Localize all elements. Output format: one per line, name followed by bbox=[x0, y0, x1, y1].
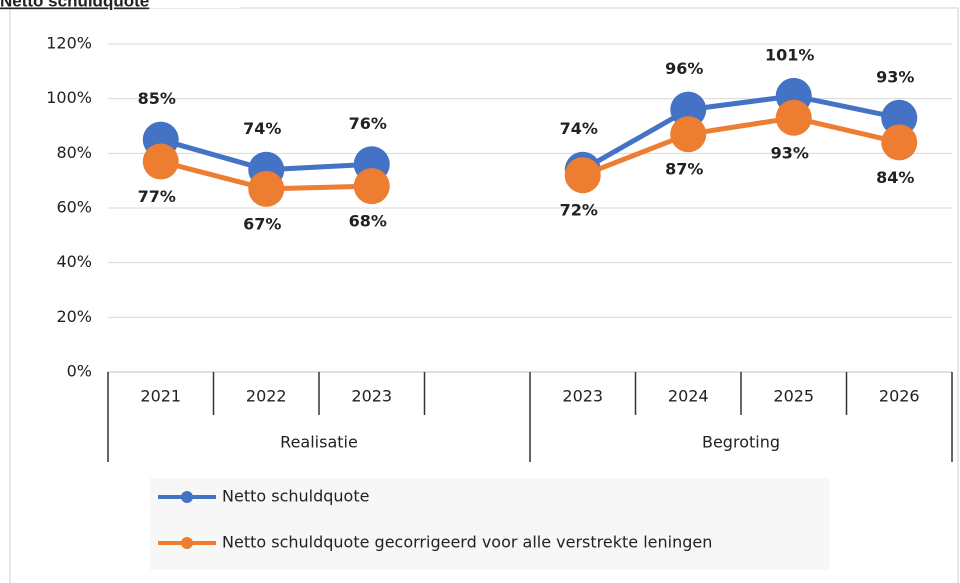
data-label: 101% bbox=[765, 45, 814, 64]
legend-marker bbox=[181, 491, 193, 503]
data-label: 87% bbox=[665, 160, 703, 179]
marker bbox=[881, 124, 918, 161]
x-tick-label: 2023 bbox=[562, 387, 603, 406]
marker bbox=[881, 99, 918, 136]
data-label: 93% bbox=[771, 143, 809, 162]
y-tick-label: 60% bbox=[56, 198, 92, 217]
x-tick-label: 2022 bbox=[246, 387, 287, 406]
chart-title: Netto schuldquote bbox=[0, 0, 149, 10]
data-label: 72% bbox=[560, 201, 598, 220]
data-label: 85% bbox=[138, 89, 176, 108]
legend-label: Netto schuldquote gecorrigeerd voor alle… bbox=[222, 533, 712, 552]
marker bbox=[564, 157, 601, 194]
y-tick-label: 100% bbox=[46, 88, 92, 107]
marker bbox=[353, 168, 390, 205]
data-label: 74% bbox=[243, 119, 281, 138]
legend-marker bbox=[181, 537, 193, 549]
marker bbox=[248, 170, 285, 207]
x-tick-label: 2023 bbox=[351, 387, 392, 406]
y-tick-label: 80% bbox=[56, 143, 92, 162]
legend bbox=[150, 478, 830, 570]
x-tick-label: 2021 bbox=[140, 387, 181, 406]
y-tick-label: 20% bbox=[56, 307, 92, 326]
data-label: 74% bbox=[560, 119, 598, 138]
data-label: 93% bbox=[876, 67, 914, 86]
legend-label: Netto schuldquote bbox=[222, 487, 369, 506]
y-tick-label: 40% bbox=[56, 252, 92, 271]
x-tick-label: 2025 bbox=[773, 387, 814, 406]
title-bg bbox=[0, 0, 240, 8]
x-tick-label: 2024 bbox=[668, 387, 709, 406]
data-label: 96% bbox=[665, 59, 703, 78]
y-tick-label: 120% bbox=[46, 34, 92, 53]
marker bbox=[670, 91, 707, 128]
group-label: Realisatie bbox=[280, 433, 358, 452]
data-label: 68% bbox=[349, 212, 387, 231]
data-label: 67% bbox=[243, 214, 281, 233]
marker bbox=[775, 99, 812, 136]
y-tick-label: 0% bbox=[67, 362, 92, 381]
marker bbox=[670, 116, 707, 153]
data-label: 77% bbox=[138, 187, 176, 206]
x-tick-label: 2026 bbox=[879, 387, 920, 406]
group-label: Begroting bbox=[702, 433, 780, 452]
data-label: 76% bbox=[349, 114, 387, 133]
data-label: 84% bbox=[876, 168, 914, 187]
marker bbox=[142, 143, 179, 180]
